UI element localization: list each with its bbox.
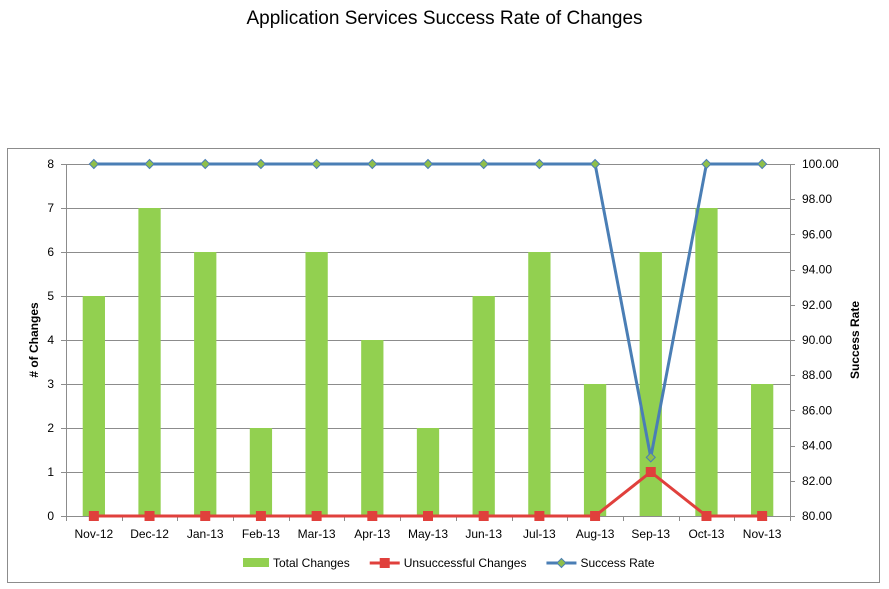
marker-unsuccessful-changes [645, 467, 656, 477]
marker-unsuccessful-changes [534, 511, 545, 521]
marker-success-rate [311, 158, 322, 170]
marker-unsuccessful-changes [311, 511, 322, 521]
marker-unsuccessful-changes [144, 511, 155, 521]
bar-total-changes [82, 296, 105, 516]
y-tick-label: 1 [47, 465, 54, 479]
legend-marker [556, 557, 567, 569]
marker-unsuccessful-changes [478, 511, 489, 521]
legend-marker [379, 558, 390, 568]
bar-total-changes [361, 340, 384, 516]
y2-tick-label: 94.00 [802, 263, 832, 277]
marker-success-rate [88, 158, 100, 170]
y2-tick-label: 86.00 [802, 403, 832, 417]
x-tick-label: Jul-13 [523, 527, 556, 541]
y-tick-label: 3 [47, 377, 54, 391]
y-tick-label: 2 [47, 421, 54, 435]
x-tick-label: Apr-13 [354, 527, 390, 541]
bar-total-changes [639, 252, 662, 516]
y-axis-title: # of Changes [27, 302, 41, 378]
y2-tick-label: 100.00 [802, 157, 839, 171]
bar-total-changes [528, 252, 551, 516]
marker-success-rate [144, 158, 155, 170]
legend-item-total-changes: Total Changes [243, 556, 350, 570]
marker-unsuccessful-changes [701, 511, 712, 521]
bar-total-changes [249, 428, 273, 516]
y2-tick-label: 92.00 [802, 298, 832, 312]
bar-total-changes [416, 428, 440, 516]
marker-success-rate [756, 158, 768, 170]
marker-success-rate [367, 158, 378, 170]
marker-success-rate [255, 158, 267, 170]
y2-tick-label: 98.00 [802, 192, 832, 206]
x-tick-label: Aug-13 [576, 527, 615, 541]
marker-unsuccessful-changes [88, 511, 99, 521]
bar-total-changes [472, 296, 495, 516]
y2-tick-label: 84.00 [802, 439, 832, 453]
marker-unsuccessful-changes [757, 511, 768, 521]
bar-total-changes [194, 252, 217, 516]
x-tick-label: Jan-13 [187, 527, 224, 541]
y2-tick-label: 90.00 [802, 333, 832, 347]
legend-swatch [243, 558, 269, 567]
x-tick-label: Nov-12 [75, 527, 114, 541]
x-tick-label: Nov-13 [743, 527, 782, 541]
bar-total-changes [695, 208, 718, 516]
marker-unsuccessful-changes [590, 511, 601, 521]
legend-item-success-rate: Success Rate [546, 556, 655, 570]
bar-total-changes [751, 384, 774, 516]
x-tick-label: Mar-13 [298, 527, 336, 541]
bar-total-changes [305, 252, 328, 516]
y2-axis-title: Success Rate [848, 301, 862, 379]
marker-success-rate [478, 158, 489, 170]
marker-success-rate [589, 158, 601, 170]
y-tick-label: 0 [47, 509, 54, 523]
marker-unsuccessful-changes [367, 511, 378, 521]
x-tick-label: Sep-13 [631, 527, 670, 541]
x-tick-label: Jun-13 [465, 527, 502, 541]
x-tick-label: Feb-13 [242, 527, 280, 541]
x-tick-label: Dec-12 [130, 527, 169, 541]
legend-item-unsuccessful-changes: Unsuccessful Changes [369, 556, 527, 570]
x-tick-label: Oct-13 [688, 527, 724, 541]
y2-tick-label: 88.00 [802, 368, 832, 382]
bar-total-changes [583, 384, 607, 516]
marker-success-rate [701, 158, 712, 170]
legend-label: Unsuccessful Changes [404, 556, 527, 570]
y2-tick-label: 82.00 [802, 474, 832, 488]
y-tick-label: 4 [47, 333, 54, 347]
y-tick-label: 7 [47, 201, 54, 215]
chart-title: Application Services Success Rate of Cha… [246, 8, 643, 29]
x-tick-label: May-13 [408, 527, 448, 541]
y2-tick-label: 96.00 [802, 227, 832, 241]
marker-success-rate [200, 158, 211, 170]
marker-success-rate [422, 158, 434, 170]
y-tick-label: 5 [47, 289, 54, 303]
y-tick-label: 8 [47, 157, 54, 171]
bar-total-changes [138, 208, 161, 516]
y2-tick-label: 80.00 [802, 509, 832, 523]
marker-success-rate [645, 452, 656, 463]
legend-label: Success Rate [580, 556, 654, 570]
legend-label: Total Changes [273, 556, 350, 570]
marker-unsuccessful-changes [200, 511, 211, 521]
marker-unsuccessful-changes [423, 511, 433, 521]
y-tick-label: 6 [47, 245, 54, 259]
marker-success-rate [534, 158, 545, 170]
marker-unsuccessful-changes [255, 511, 266, 521]
